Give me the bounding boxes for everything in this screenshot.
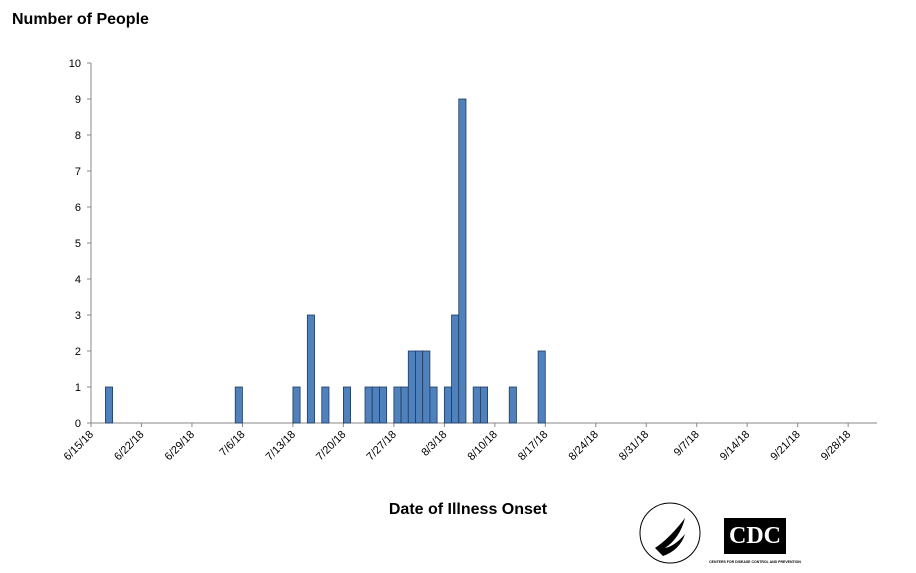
bar [458,98,467,424]
y-tick-label: 5 [75,238,81,250]
bar [393,386,402,424]
y-tick-label: 2 [75,346,81,358]
bar [379,386,388,424]
y-tick-label: 1 [75,382,81,394]
x-tick-label: 8/3/18 [419,429,449,459]
x-tick-label: 7/6/18 [217,429,247,459]
y-tick-label: 0 [75,418,81,430]
x-tick-label: 9/14/18 [718,429,752,463]
x-axis-label: Date of Illness Onset [389,501,548,518]
x-tick-label: 6/22/18 [112,429,146,463]
cdc-logo: CDC CENTERS FOR DISEASE CONTROL AND PREV… [709,518,801,564]
bar [415,350,424,424]
x-tick-label: 7/20/18 [314,429,348,463]
x-tick-label: 9/21/18 [768,429,802,463]
y-tick-label: 9 [75,94,81,106]
bar [292,386,301,424]
bar [407,350,416,424]
x-tick-label: 8/17/18 [516,429,550,463]
bar [234,386,243,424]
bar [443,386,452,424]
x-tick-label: 8/10/18 [465,429,499,463]
y-tick-label: 10 [69,58,81,70]
bar [306,314,315,424]
bar [537,350,546,424]
bar [451,314,460,424]
bar [364,386,373,424]
bar [371,386,380,424]
bar [342,386,351,424]
y-tick-label: 6 [75,202,81,214]
y-tick-label: 4 [75,274,81,286]
x-tick-label: 8/24/18 [566,429,600,463]
x-tick-label: 7/13/18 [264,429,298,463]
x-tick-label: 6/15/18 [62,429,96,463]
x-tick-label: 8/31/18 [617,429,651,463]
bar [472,386,481,424]
cdc-text: CDC [729,523,781,549]
chart-title: Number of People [12,11,149,28]
bar [321,386,330,424]
x-tick-label: 6/29/18 [163,429,197,463]
bar [400,386,409,424]
y-tick-label: 7 [75,166,81,178]
y-tick-label: 3 [75,310,81,322]
bar [105,386,114,424]
x-tick-label: 9/7/18 [672,429,702,459]
bar [479,386,489,424]
bar [429,386,438,424]
bar [422,350,431,424]
x-tick-label: 9/28/18 [819,429,853,463]
y-tick-label: 8 [75,130,81,142]
x-tick-label: 7/27/18 [365,429,399,463]
bar [508,386,517,424]
hhs-logo [639,502,701,564]
cdc-subtitle: CENTERS FOR DISEASE CONTROL AND PREVENTI… [709,560,801,564]
